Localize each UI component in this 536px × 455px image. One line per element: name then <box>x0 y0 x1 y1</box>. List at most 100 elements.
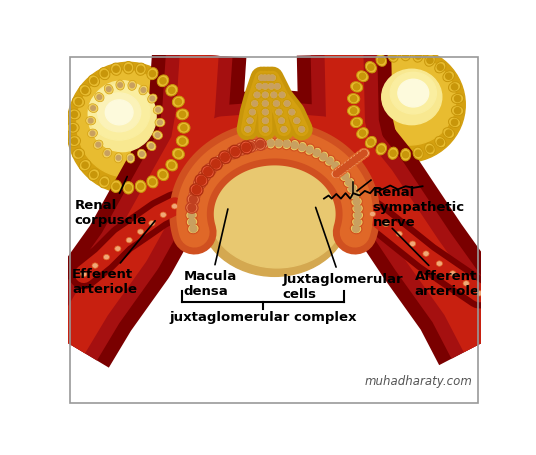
Circle shape <box>390 150 396 157</box>
Text: juxtaglomerular complex: juxtaglomerular complex <box>169 311 357 324</box>
Ellipse shape <box>280 126 288 133</box>
Ellipse shape <box>366 61 376 73</box>
Circle shape <box>88 118 93 123</box>
Circle shape <box>455 96 460 102</box>
Text: Efferent
arteriole: Efferent arteriole <box>72 221 155 296</box>
Ellipse shape <box>330 160 341 171</box>
Text: Afferent
arteriole: Afferent arteriole <box>392 228 480 298</box>
Ellipse shape <box>190 184 203 196</box>
Ellipse shape <box>245 140 256 152</box>
Circle shape <box>90 131 95 136</box>
Circle shape <box>150 71 155 77</box>
Ellipse shape <box>135 63 146 76</box>
Ellipse shape <box>147 142 156 151</box>
Ellipse shape <box>413 147 423 159</box>
Circle shape <box>263 84 268 89</box>
Circle shape <box>403 51 408 58</box>
Ellipse shape <box>128 81 137 91</box>
Ellipse shape <box>253 91 261 99</box>
Circle shape <box>270 75 275 81</box>
Ellipse shape <box>261 126 270 133</box>
Circle shape <box>231 147 240 156</box>
Circle shape <box>354 119 360 126</box>
Ellipse shape <box>363 56 456 145</box>
Circle shape <box>169 162 175 168</box>
Circle shape <box>191 192 198 198</box>
Circle shape <box>206 166 214 173</box>
Ellipse shape <box>261 108 270 116</box>
Ellipse shape <box>221 151 232 162</box>
Ellipse shape <box>80 271 87 277</box>
Circle shape <box>294 118 300 123</box>
Ellipse shape <box>153 131 162 139</box>
Ellipse shape <box>331 169 341 178</box>
Ellipse shape <box>242 142 252 153</box>
Circle shape <box>263 75 268 81</box>
Circle shape <box>160 78 166 84</box>
Ellipse shape <box>398 79 429 107</box>
Ellipse shape <box>88 104 98 112</box>
Circle shape <box>138 183 144 189</box>
Circle shape <box>283 141 290 147</box>
Ellipse shape <box>423 251 429 256</box>
Circle shape <box>299 144 306 151</box>
Circle shape <box>360 73 366 79</box>
Circle shape <box>138 66 144 72</box>
Circle shape <box>378 146 384 152</box>
Ellipse shape <box>289 139 300 151</box>
Ellipse shape <box>297 126 306 133</box>
Ellipse shape <box>105 100 133 125</box>
Circle shape <box>220 154 228 162</box>
Circle shape <box>197 179 204 186</box>
Ellipse shape <box>195 174 208 187</box>
Ellipse shape <box>352 210 363 220</box>
Ellipse shape <box>258 138 268 150</box>
Ellipse shape <box>283 100 291 107</box>
Ellipse shape <box>155 118 165 127</box>
Ellipse shape <box>92 263 98 268</box>
Circle shape <box>274 84 280 89</box>
Ellipse shape <box>193 178 206 189</box>
Circle shape <box>189 198 196 205</box>
Ellipse shape <box>274 137 284 149</box>
Ellipse shape <box>219 152 230 163</box>
Ellipse shape <box>227 147 238 158</box>
Circle shape <box>451 119 458 126</box>
Circle shape <box>415 53 421 59</box>
Ellipse shape <box>277 117 286 125</box>
Ellipse shape <box>93 140 103 149</box>
Ellipse shape <box>176 136 189 147</box>
Circle shape <box>190 225 197 232</box>
Circle shape <box>169 87 175 93</box>
Circle shape <box>333 171 339 177</box>
Ellipse shape <box>235 144 245 155</box>
Ellipse shape <box>268 74 277 81</box>
Circle shape <box>279 92 285 97</box>
Ellipse shape <box>68 136 80 147</box>
Circle shape <box>211 162 218 169</box>
Ellipse shape <box>270 91 278 99</box>
Ellipse shape <box>450 271 456 276</box>
Circle shape <box>125 65 131 71</box>
Circle shape <box>130 83 135 88</box>
Circle shape <box>201 173 208 180</box>
Circle shape <box>158 120 162 125</box>
Text: Macula
densa: Macula densa <box>184 209 237 298</box>
Circle shape <box>91 106 95 111</box>
Ellipse shape <box>172 203 177 209</box>
Ellipse shape <box>68 109 80 120</box>
Ellipse shape <box>123 182 134 194</box>
Circle shape <box>244 144 251 151</box>
Circle shape <box>222 153 229 160</box>
Ellipse shape <box>166 85 177 96</box>
Ellipse shape <box>255 82 264 90</box>
Circle shape <box>266 75 272 81</box>
Circle shape <box>269 84 274 89</box>
Ellipse shape <box>110 180 122 192</box>
Circle shape <box>91 172 97 178</box>
Circle shape <box>150 179 155 185</box>
Ellipse shape <box>199 171 210 182</box>
Ellipse shape <box>135 180 146 192</box>
Ellipse shape <box>88 75 100 86</box>
Ellipse shape <box>209 156 346 268</box>
